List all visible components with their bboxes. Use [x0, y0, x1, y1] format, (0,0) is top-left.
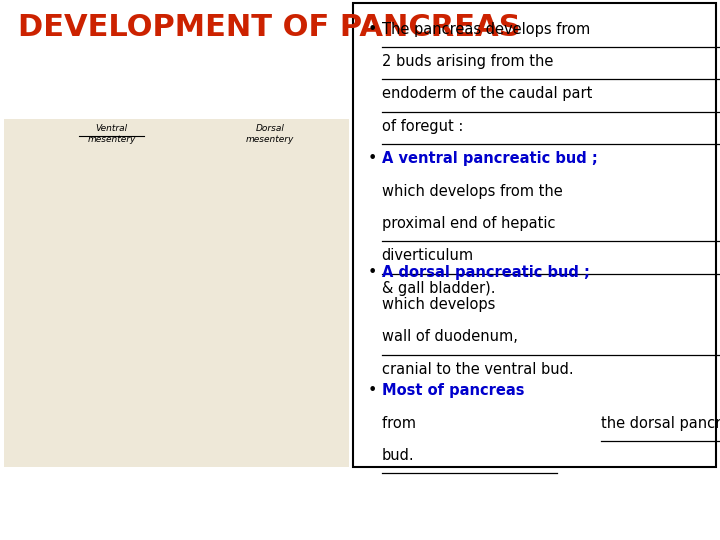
- Text: proximal end of hepatic: proximal end of hepatic: [382, 216, 555, 231]
- Text: & gall bladder).: & gall bladder).: [382, 281, 495, 296]
- Text: •: •: [367, 22, 377, 37]
- Text: endoderm of the caudal part: endoderm of the caudal part: [382, 86, 592, 102]
- Text: diverticulum: diverticulum: [382, 248, 474, 264]
- Text: which develops: which develops: [382, 297, 500, 312]
- Text: Ventral
mesentery: Ventral mesentery: [87, 124, 136, 144]
- Text: DEVELOPMENT OF PANCREAS: DEVELOPMENT OF PANCREAS: [18, 14, 521, 43]
- Bar: [353, 3, 716, 467]
- Text: wall of duodenum,: wall of duodenum,: [382, 329, 518, 345]
- Text: bud.: bud.: [382, 448, 414, 463]
- Text: which develops from the: which develops from the: [382, 184, 562, 199]
- Text: 2 buds arising from the: 2 buds arising from the: [382, 54, 553, 69]
- Text: of foregut :: of foregut :: [382, 119, 463, 134]
- Text: the dorsal pancreatic: the dorsal pancreatic: [601, 416, 720, 431]
- Text: A ventral pancreatic bud ;: A ventral pancreatic bud ;: [382, 151, 598, 166]
- Text: •: •: [367, 265, 377, 280]
- Text: Dorsal
mesentery: Dorsal mesentery: [246, 124, 294, 144]
- Text: from: from: [382, 416, 420, 431]
- Text: A dorsal pancreatic bud ;: A dorsal pancreatic bud ;: [382, 265, 590, 280]
- Text: •: •: [367, 151, 377, 166]
- Text: The pancreas develops from: The pancreas develops from: [382, 22, 590, 37]
- Text: Most of pancreas: Most of pancreas: [382, 383, 524, 399]
- Text: cranial to the ventral bud.: cranial to the ventral bud.: [382, 362, 573, 377]
- Text: •: •: [367, 383, 377, 399]
- Bar: [4, 119, 349, 467]
